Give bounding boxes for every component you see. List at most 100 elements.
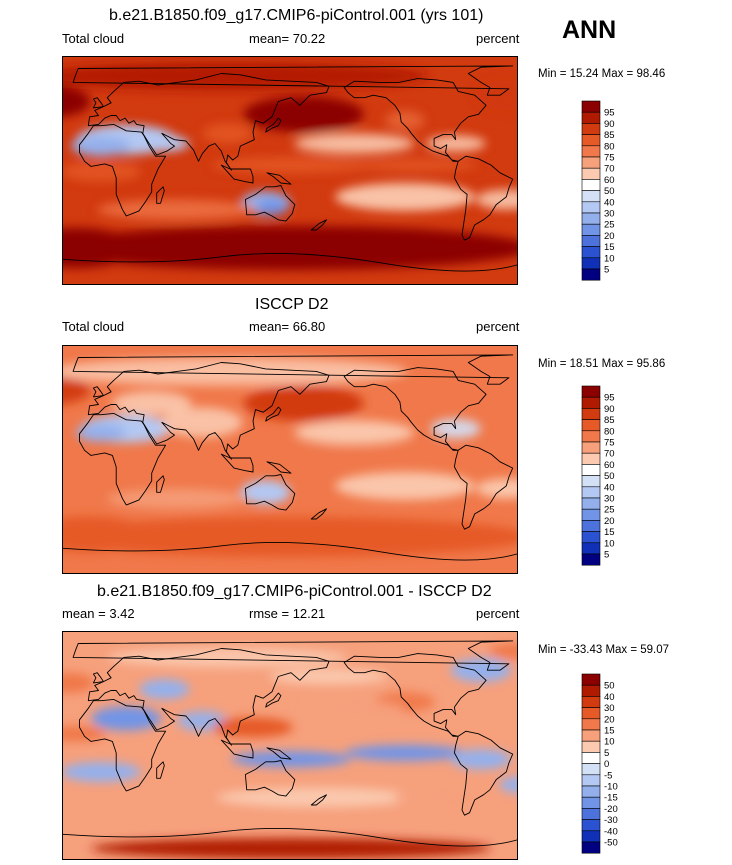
panel-2-title: ISCCP D2 xyxy=(255,296,329,313)
panel-3-colorbar-tick-label: -20 xyxy=(604,804,618,815)
panel-1-colorbar: 95 90 85 80 75 70 60 50 40 30 25 20 15 10 5 xyxy=(581,100,642,283)
panel-1-contour-field xyxy=(63,57,517,284)
panel-3-contour-region xyxy=(304,700,405,717)
panel-2-colorbar-tick-label: 90 xyxy=(604,404,615,415)
panel-2-map xyxy=(62,345,518,574)
panel-2-coastline-japan xyxy=(265,406,282,422)
panel-2-contour-region xyxy=(63,516,149,553)
panel-3-colorbar-tick-label: -15 xyxy=(604,793,618,804)
panel-2-colorbar-tick-label: 40 xyxy=(604,482,615,493)
panel-2-contour-region xyxy=(335,471,475,500)
panel-2-colorbar-box xyxy=(581,441,601,454)
panel-3-colorbar-tick-label: -40 xyxy=(604,826,618,837)
panel-1-contour-region xyxy=(63,86,91,117)
panel-2-coastline-australia xyxy=(244,474,296,511)
panel-3-contour-region xyxy=(91,838,491,859)
panel-3-mean-label: mean = 3.42 xyxy=(62,606,135,621)
panel-2-colorbar-tick-label: 5 xyxy=(604,550,609,561)
panel-2-colorbar-tick-label: 20 xyxy=(604,516,615,527)
panel-1-coastline-eurasia xyxy=(87,73,330,171)
panel-2-colorbar-box xyxy=(581,419,601,432)
panel-3-contour-region xyxy=(91,706,162,731)
panel-2-contour-region xyxy=(240,480,291,505)
panel-2-colorbar-tick-label: 70 xyxy=(604,449,615,460)
panel-3-contour-region xyxy=(345,744,465,761)
panel-2-colorbar-box xyxy=(581,486,601,499)
panel-2-colorbar-tick-label: 50 xyxy=(604,471,615,482)
panel-2-variable-label: Total cloud xyxy=(62,319,125,334)
panel-3-colorbar-box xyxy=(581,707,601,720)
panel-3-coastline-indonesia xyxy=(220,739,254,759)
panel-1-contour-region xyxy=(97,199,257,220)
panel-2-colorbar-box xyxy=(581,553,601,566)
panel-1-coastline-newzealand xyxy=(310,219,327,231)
panel-3-contour-region xyxy=(63,725,106,742)
panel-2-colorbar-box xyxy=(581,408,601,420)
panel-2-contour-field xyxy=(63,346,517,573)
panel-1-colorbar-tick-label: 5 xyxy=(604,265,609,276)
panel-1-coastline-samerica xyxy=(453,155,514,241)
panel-3-coastline-greenland xyxy=(72,640,514,671)
panel-3-colorbar-tick-label: 40 xyxy=(604,692,615,703)
panel-1-coastline-antarctica xyxy=(63,253,517,272)
panel-1-colorbar-tick-label: 80 xyxy=(604,141,615,152)
panel-3-units-label: percent xyxy=(476,606,520,621)
panel-1-colorbar-tick-label: 10 xyxy=(604,253,615,264)
panel-1-title: b.e21.B1850.f09_g17.CMIP6-piControl.001 … xyxy=(109,7,484,24)
panel-3-contour-region xyxy=(451,749,511,770)
panel-1-coastline-australia xyxy=(244,185,296,222)
panel-1-map xyxy=(62,56,518,285)
panel-3-colorbar-box xyxy=(581,841,601,854)
panel-1-colorbar-box xyxy=(581,201,601,214)
panel-3-contour-region xyxy=(216,787,417,808)
panel-3-colorbar-box xyxy=(581,718,601,731)
panel-3-colorbar-tick-label: -30 xyxy=(604,815,618,826)
panel-1-colorbar-box xyxy=(581,156,601,169)
panel-1-colorbar-box xyxy=(581,257,601,270)
panel-2-colorbar-tick-label: 75 xyxy=(604,438,615,449)
panel-3-coastline-japan xyxy=(265,692,282,708)
panel-3-colorbar-tick-label: 15 xyxy=(604,726,615,737)
panel-1-contour-region xyxy=(211,157,371,174)
panel-1-colorbar-tick-label: 50 xyxy=(604,186,615,197)
panel-1-colorbar-tick-label: 90 xyxy=(604,119,615,130)
panel-1-colorbar-box xyxy=(581,145,601,158)
panel-1-colorbar-tick-label: 95 xyxy=(604,108,615,119)
panel-3-coastline-newguinea xyxy=(266,747,292,760)
panel-2-coastline-newguinea xyxy=(266,461,292,474)
panel-3-coastline-madagascar xyxy=(156,761,165,779)
panel-3-colorbar-tick-label: 5 xyxy=(604,748,609,759)
panel-1-colorbar-box xyxy=(581,179,601,191)
panel-3-colorbar-box xyxy=(581,819,601,832)
panel-2-colorbar-box xyxy=(581,520,601,532)
panel-3-colorbar-tick-label: 20 xyxy=(604,714,615,725)
panel-3-colorbar-tick-label: -10 xyxy=(604,782,618,793)
panel-1-coastline-indonesia xyxy=(220,164,254,184)
panel-3-colorbar-box xyxy=(581,785,601,798)
panel-1-coastline-japan xyxy=(265,117,282,133)
panel-2-colorbar-box xyxy=(581,497,601,510)
panel-1-colorbar-tick-label: 75 xyxy=(604,153,615,164)
panel-2-contour-region xyxy=(357,448,478,461)
panel-2-colorbar-box xyxy=(581,396,601,409)
panel-3-contour-region xyxy=(451,658,511,683)
panel-1-contour-region xyxy=(294,133,415,154)
panel-3-contour-region xyxy=(63,761,141,782)
panel-3-colorbar: 50 40 30 20 15 10 5 0 -5 -10 -15 -20 -30 -40 -50 xyxy=(581,673,642,856)
panel-3-colorbar-tick-label: 0 xyxy=(604,759,609,770)
panel-1-colorbar-box xyxy=(581,223,601,236)
panel-1-colorbar-tick-label: 70 xyxy=(604,164,615,175)
panel-3-map xyxy=(62,631,518,860)
panel-2-coastline-samerica xyxy=(453,444,514,530)
panel-2-colorbar-box xyxy=(581,475,601,488)
panel-3-colorbar-box xyxy=(581,696,601,708)
panel-2-colorbar-tick-label: 10 xyxy=(604,538,615,549)
panel-3-colorbar-box xyxy=(581,684,601,697)
panel-1-contour-region xyxy=(71,136,131,157)
panel-2-colorbar-tick-label: 30 xyxy=(604,494,615,505)
panel-2-coastline-eurasia xyxy=(87,362,330,460)
panel-3-coastline-antarctica xyxy=(63,828,517,847)
panel-1-contour-region xyxy=(63,227,136,268)
panel-1-contour-region xyxy=(139,135,190,152)
panel-2-colorbar-tick-label: 25 xyxy=(604,505,615,516)
